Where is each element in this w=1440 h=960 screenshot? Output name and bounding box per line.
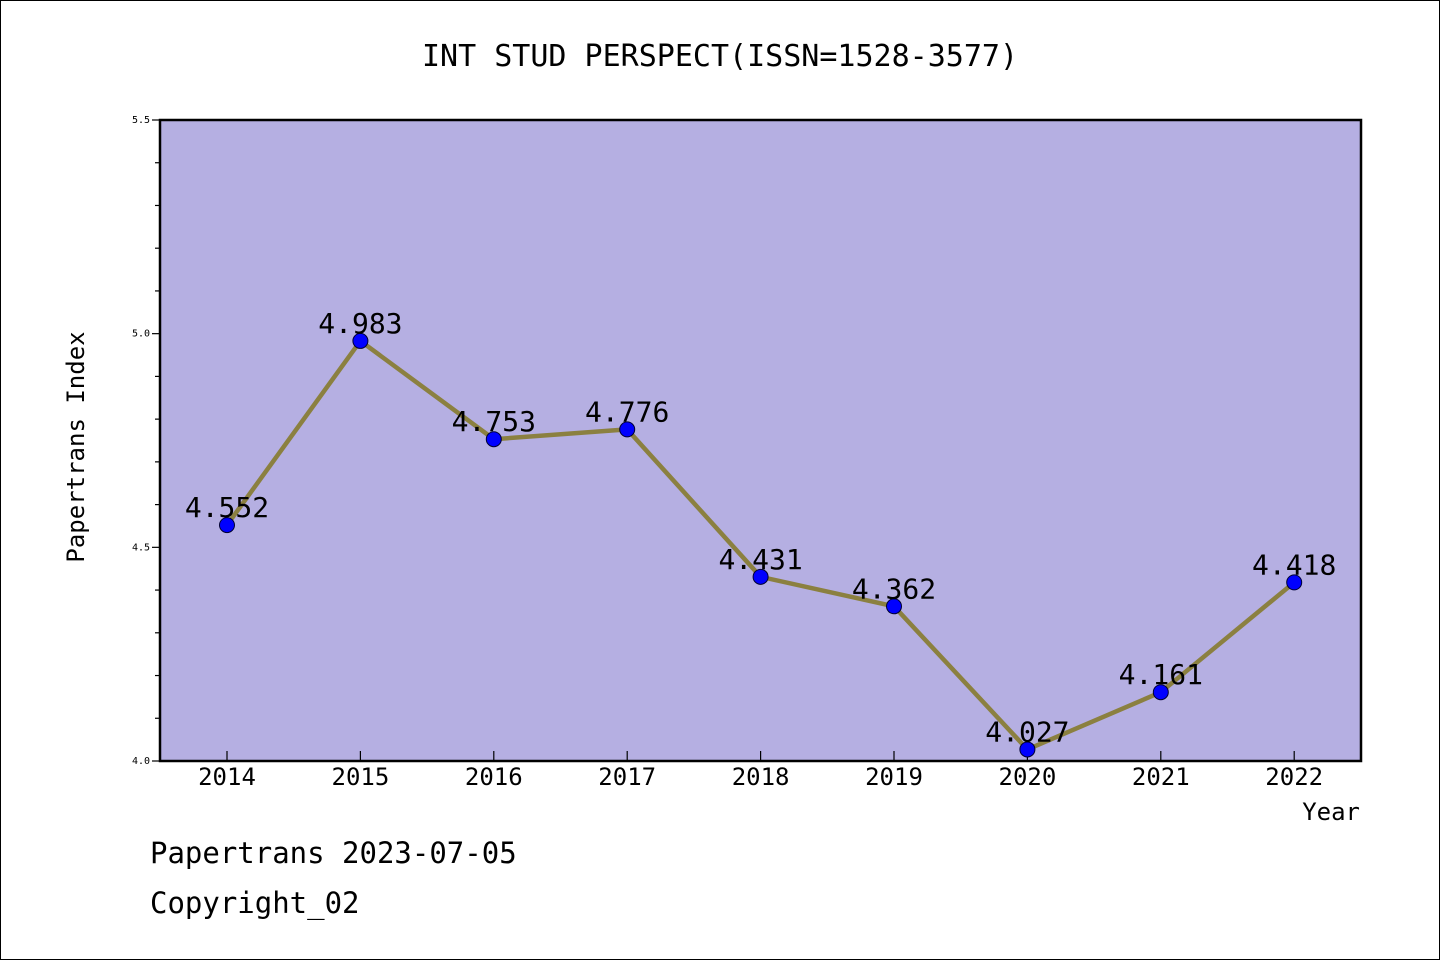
- data-label: 4.362: [852, 572, 936, 605]
- x-tick-label: 2014: [198, 763, 256, 791]
- x-tick-label: 2015: [332, 763, 390, 791]
- x-axis: 2014 2015 2016 2017 2018 2019 2020 2021 2022: [198, 751, 1323, 791]
- x-tick-label: 2018: [732, 763, 790, 791]
- data-point: [485, 431, 502, 448]
- x-tick-label: 2016: [465, 763, 523, 791]
- y-tick-label: 5.0: [132, 329, 150, 340]
- data-label: 4.983: [318, 307, 402, 340]
- x-tick-label: 2022: [1265, 763, 1323, 791]
- x-axis-label: Year: [1302, 798, 1360, 826]
- data-label: 4.776: [585, 395, 669, 428]
- data-point: [1019, 741, 1036, 758]
- data-point: [1286, 574, 1303, 591]
- data-label: 4.161: [1119, 658, 1203, 691]
- plot-area: [158, 118, 1363, 763]
- data-label: 4.753: [452, 405, 536, 438]
- data-point: [352, 332, 369, 349]
- data-labels: 4.552 4.983 4.753 4.776 4.431 4.362 4.027 4.161…: [185, 307, 1336, 749]
- y-axis-label: Papertrans Index: [62, 331, 90, 562]
- chart-title: INT STUD PERSPECT(ISSN=1528-3577): [422, 39, 1018, 74]
- y-tick-label: 4.5: [132, 542, 150, 553]
- data-label: 4.431: [718, 543, 802, 576]
- y-tick-label: 4.0: [132, 756, 150, 767]
- y-axis: 4.0 4.5 5.0 5.5: [132, 115, 160, 767]
- data-point: [1152, 684, 1169, 701]
- data-point: [619, 421, 636, 438]
- x-tick-label: 2020: [999, 763, 1057, 791]
- data-point: [752, 568, 769, 585]
- data-point: [219, 517, 235, 534]
- footer-date: Papertrans 2023-07-05: [150, 836, 517, 870]
- x-tick-label: 2017: [598, 763, 656, 791]
- x-tick-label: 2021: [1132, 763, 1190, 791]
- data-label: 4.552: [185, 491, 269, 524]
- x-tick-label: 2019: [865, 763, 923, 791]
- data-label: 4.027: [985, 715, 1069, 748]
- data-label: 4.418: [1252, 548, 1336, 581]
- series-markers: [219, 332, 1303, 758]
- y-tick-label: 5.5: [132, 115, 150, 126]
- footer-copyright: Copyright_02: [150, 886, 360, 920]
- data-point: [886, 598, 902, 615]
